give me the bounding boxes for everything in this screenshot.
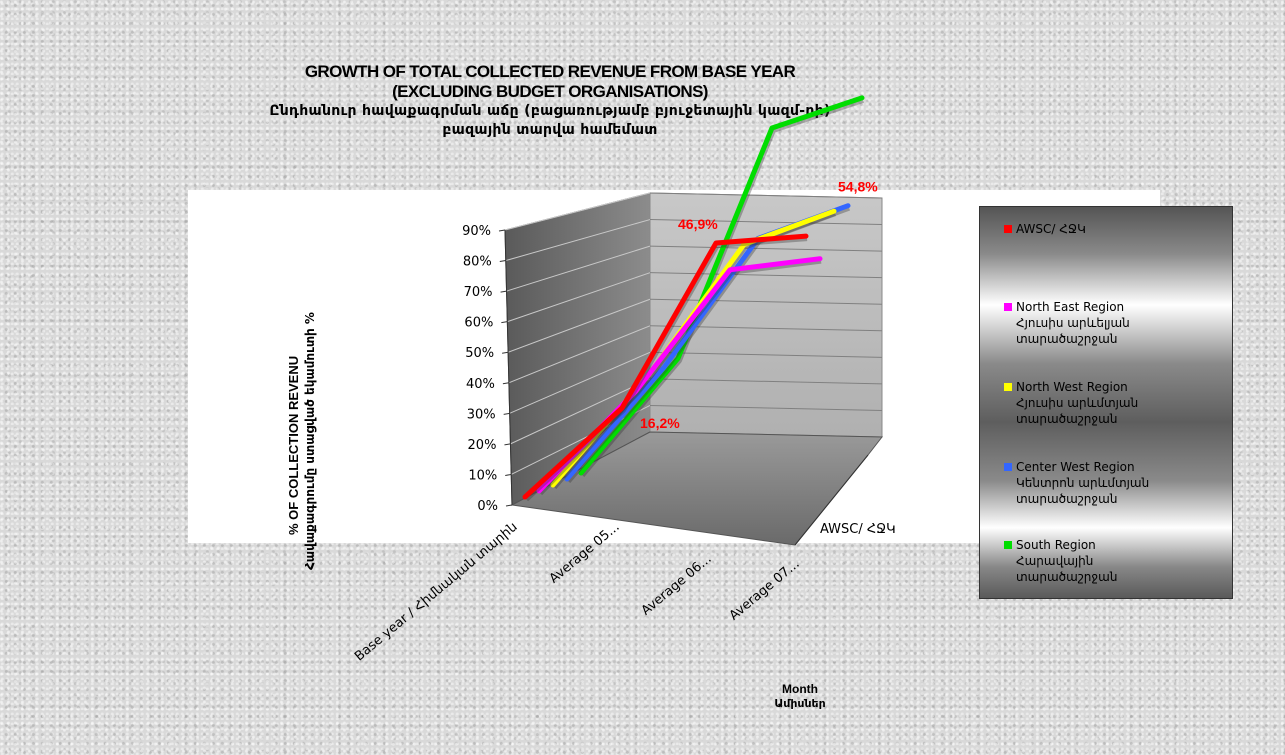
y-tick-mark-8: [499, 260, 506, 263]
y-tick-mark-6: [501, 321, 508, 324]
y-tick-mark-4: [502, 382, 509, 385]
legend-swatch-4: [1004, 541, 1012, 549]
chart-gridlines: [498, 192, 883, 507]
legend-label-2-line3: տարածաշրջան: [1016, 412, 1118, 426]
chart-title-line-2: (EXCLUDING BUDGET ORGANISATIONS): [392, 82, 708, 101]
x-tick-label-0: Base year / Հիմնական տարին: [352, 520, 521, 665]
y-tick-label-6: 60%: [464, 316, 493, 331]
legend-label-0: AWSC/ ՀՋԿ: [1016, 222, 1086, 236]
floor-edge: [794, 454, 869, 546]
legend-label-2: North West Region: [1016, 380, 1128, 394]
y-tick-label-2: 20%: [468, 438, 497, 453]
chart-title-line-1: GROWTH OF TOTAL COLLECTED REVENUE FROM B…: [304, 62, 796, 81]
gridline-back-8: [649, 219, 883, 226]
gridline-left-3: [509, 351, 651, 414]
y-tick-mark-1: [505, 473, 512, 476]
y-tick-mark-9: [498, 229, 506, 232]
legend-swatch-1: [1004, 303, 1012, 311]
y-tick-label-9: 90%: [462, 224, 491, 239]
legend-label-1: North East Region: [1016, 300, 1125, 314]
y-tick-mark-2: [504, 443, 511, 446]
y-tick-label-0: 0%: [477, 499, 498, 514]
y-tick-label-5: 50%: [465, 346, 494, 361]
legend-item-1: North East Region Հյուսիս արևելյան տարածաշ…: [990, 299, 1130, 347]
gridline-left-5: [507, 298, 651, 353]
gridline-left-4: [508, 325, 651, 384]
gridline-back-9: [649, 192, 883, 199]
legend-label-3: Center West Region: [1016, 460, 1135, 474]
y-tick-label-7: 70%: [464, 285, 493, 300]
legend-label-3-line3: տարածաշրջան: [1016, 492, 1118, 506]
gridline-left-7: [506, 245, 651, 292]
x-axis-label: Month: [782, 682, 818, 696]
gridline-left-2: [510, 378, 651, 445]
y-tick-label-3: 30%: [467, 407, 496, 422]
data-label-2: 54,8%: [838, 179, 878, 195]
legend-swatch-2: [1004, 383, 1012, 391]
legend-label-1-line2: Հյուսիս արևելյան: [1016, 316, 1130, 330]
y-tick-mark-0: [505, 504, 513, 507]
gridline-back-3: [649, 351, 883, 358]
legend-label-4: South Region: [1016, 538, 1096, 552]
legend-label-1-line3: տարածաշրջան: [1016, 332, 1118, 346]
chart-walls: [504, 192, 884, 546]
floor: [510, 431, 884, 546]
data-label-0: 16,2%: [640, 415, 680, 431]
gridline-left-8: [505, 219, 651, 262]
legend-label-2-line2: Հյուսիս արևմտյան: [1016, 396, 1139, 410]
chart-subtitle-line-2: բազային տարվա համեմատ: [442, 122, 658, 138]
chart-series: 16,2% 46,9% 54,8%: [522, 95, 878, 502]
gridline-left-9: [504, 192, 651, 231]
gridline-back-5: [649, 298, 883, 305]
legend-label-4-line3: տարածաշրջան: [1016, 570, 1118, 584]
gridline-back-2: [649, 378, 883, 385]
legend-label-4-line2: Հարավային: [1016, 554, 1094, 568]
y-axis-label: % OF COLLECTION REVENU: [286, 356, 301, 535]
series-line-0: [522, 233, 809, 500]
legend-swatch-0: [1004, 225, 1012, 233]
y-axis-title: % OF COLLECTION REVENU Հավաքագրումը ստաց…: [286, 312, 317, 570]
x-axis-label-armenian: Ամիսներ: [774, 697, 825, 710]
y-tick-label-4: 40%: [466, 377, 495, 392]
x-tick-label-2: Average 06...: [639, 552, 715, 619]
y-axis-label-armenian: Հավաքագրումը ստացված եկամուտի %: [303, 312, 317, 570]
chart-legend: AWSC/ ՀՋԿ North East Region Հյուսիս արևելյ…: [979, 206, 1233, 599]
legend-item-2: North West Region Հյուսիս արևմտյան տարածաշ…: [990, 379, 1138, 427]
y-tick-mark-5: [502, 351, 509, 354]
x-tick-label-1: Average 05...: [547, 520, 623, 587]
y-tick-mark-7: [500, 290, 507, 293]
gridline-back-1: [649, 404, 883, 411]
depth-axis-label: AWSC/ ՀՋԿ: [820, 522, 896, 537]
gridline-back-7: [649, 245, 883, 252]
chart-subtitle-line-1: Ընդհանուր հավաքագրման աճը (բացառությամբ …: [269, 103, 831, 119]
data-label-1: 46,9%: [678, 216, 718, 232]
legend-item-0: AWSC/ ՀՋԿ: [990, 221, 1086, 237]
y-tick-label-1: 10%: [468, 468, 497, 483]
legend-item-3: Center West Region Կենտրոն արևմտյան տարածա…: [990, 459, 1149, 507]
y-axis-line: [504, 229, 513, 506]
legend-swatch-3: [1004, 463, 1012, 471]
y-tick-mark-3: [503, 412, 510, 415]
gridline-left-6: [507, 272, 651, 323]
gridline-back-6: [649, 272, 883, 279]
legend-label-3-line2: Կենտրոն արևմտյան: [1016, 476, 1150, 490]
legend-item-4: South Region Հարավային տարածաշրջան: [990, 537, 1117, 585]
y-tick-label-8: 80%: [463, 255, 492, 270]
chart-title-block: GROWTH OF TOTAL COLLECTED REVENUE FROM B…: [200, 62, 900, 140]
x-tick-label-3: Average 07...: [727, 557, 803, 624]
